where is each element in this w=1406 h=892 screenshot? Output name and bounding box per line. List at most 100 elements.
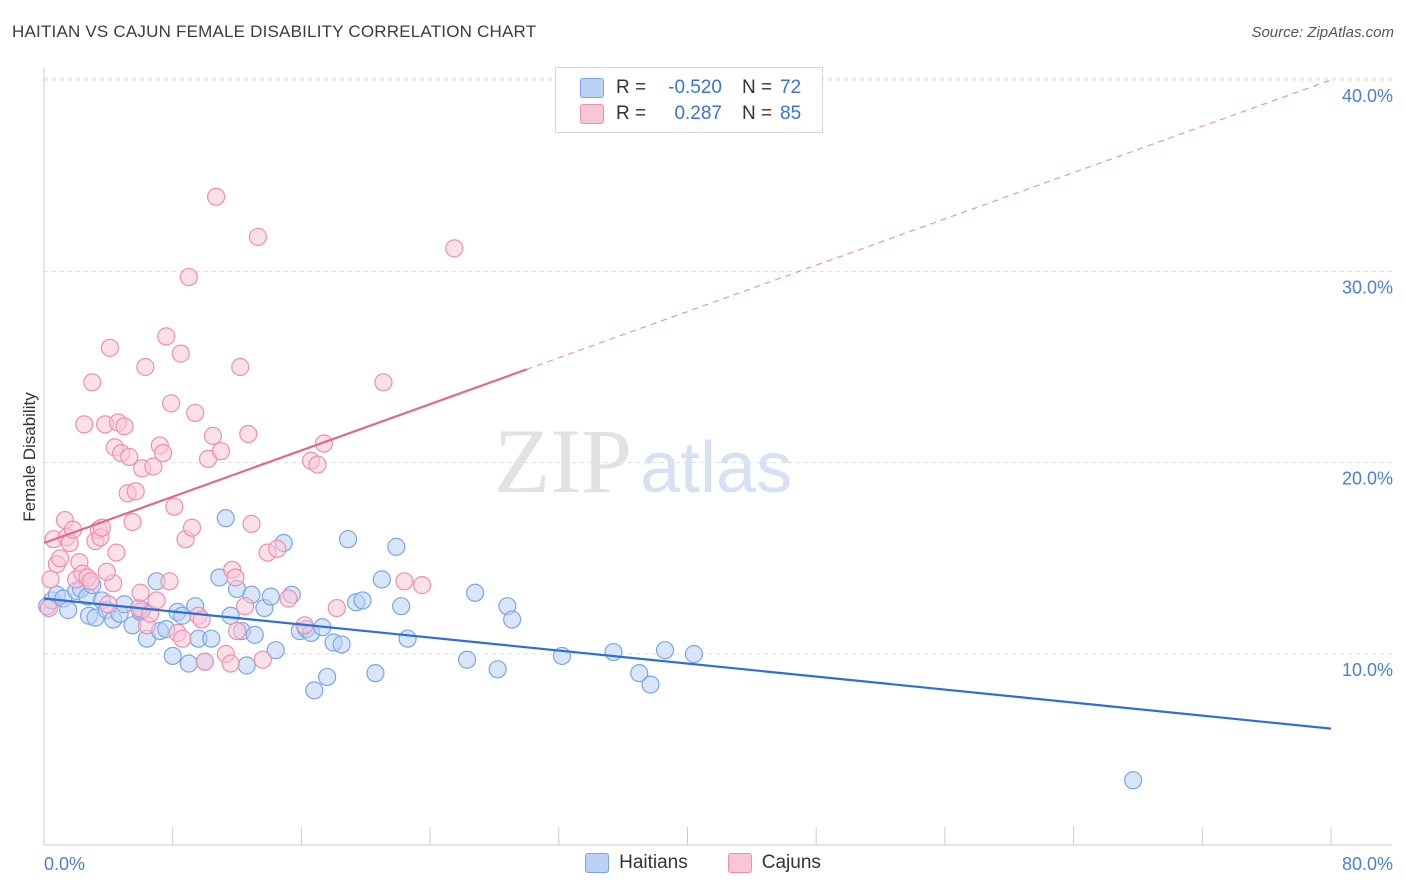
legend-swatch-haitians — [585, 853, 610, 873]
legend-row-cajuns: R = 0.287 N = 85 — [580, 102, 801, 126]
data-point-cajuns — [75, 415, 94, 434]
data-point-cajuns — [374, 373, 393, 392]
y-tick-label: 20.0% — [1342, 469, 1393, 489]
series-cajuns — [39, 187, 464, 673]
y-axis-title: Female Disability — [20, 392, 39, 522]
data-point-cajuns — [221, 654, 240, 673]
x-tick-label: 0.0% — [44, 854, 85, 874]
chart-title: HAITIAN VS CAJUN FEMALE DISABILITY CORRE… — [12, 22, 537, 41]
legend-row-haitians: R = -0.520 N = 72 — [580, 76, 801, 100]
data-point-cajuns — [100, 338, 120, 357]
data-point-cajuns — [153, 444, 173, 463]
data-point-cajuns — [253, 650, 272, 669]
data-point-haitians — [266, 641, 285, 660]
legend-swatch-haitians — [580, 78, 604, 98]
data-point-cajuns — [211, 442, 231, 461]
legend-n-value: 72 — [780, 77, 802, 98]
legend-r-label: R = — [616, 77, 647, 98]
data-point-haitians — [488, 660, 507, 679]
data-point-haitians — [261, 587, 280, 606]
data-point-cajuns — [179, 267, 198, 287]
data-point-cajuns — [268, 539, 287, 558]
legend-r-label: R = — [616, 103, 647, 124]
data-point-cajuns — [144, 457, 163, 476]
data-point-haitians — [684, 644, 704, 664]
data-point-haitians — [458, 650, 477, 669]
data-point-haitians — [398, 629, 417, 648]
data-point-cajuns — [173, 629, 192, 648]
data-point-haitians — [372, 570, 391, 589]
y-tick-label: 30.0% — [1342, 277, 1393, 297]
y-tick-label: 40.0% — [1342, 86, 1393, 106]
data-point-haitians — [655, 641, 675, 660]
data-point-cajuns — [445, 239, 464, 258]
legend-item-haitians[interactable]: Haitians — [585, 852, 688, 874]
trend-lines — [43, 79, 1332, 730]
data-points — [38, 187, 1143, 790]
data-point-cajuns — [327, 598, 346, 618]
data-point-cajuns — [131, 583, 150, 602]
data-point-cajuns — [41, 570, 60, 589]
data-point-haitians — [466, 583, 485, 602]
data-point-cajuns — [83, 373, 102, 392]
data-point-haitians — [338, 530, 358, 549]
trend-line-cajuns — [43, 368, 527, 545]
data-point-cajuns — [227, 621, 247, 641]
data-point-haitians — [1124, 771, 1143, 790]
data-point-cajuns — [231, 357, 250, 377]
data-point-haitians — [641, 675, 660, 694]
y-tick-label: 10.0% — [1342, 660, 1393, 680]
data-point-cajuns — [308, 455, 327, 474]
data-point-cajuns — [207, 187, 226, 206]
legend-n-value: 85 — [780, 103, 802, 124]
data-point-cajuns — [195, 652, 214, 671]
data-point-cajuns — [126, 482, 145, 501]
data-point-cajuns — [147, 591, 166, 610]
data-point-cajuns — [120, 447, 139, 467]
watermark: ZIP atlas — [494, 410, 792, 512]
data-point-cajuns — [161, 394, 181, 413]
data-point-haitians — [179, 654, 198, 673]
legend-r-value: 0.287 — [674, 103, 722, 124]
watermark-zip: ZIP — [494, 410, 632, 512]
legend-n-label: N = — [742, 77, 773, 98]
data-point-cajuns — [242, 514, 261, 533]
legend-swatch-cajuns — [580, 104, 604, 124]
data-point-haitians — [353, 591, 372, 610]
data-point-cajuns — [182, 518, 202, 537]
data-point-haitians — [237, 656, 256, 675]
data-point-haitians — [59, 600, 78, 620]
data-point-cajuns — [107, 543, 126, 562]
data-point-haitians — [332, 635, 351, 654]
legend-item-cajuns[interactable]: Cajuns — [727, 852, 821, 874]
data-point-cajuns — [235, 597, 255, 616]
data-point-cajuns — [39, 598, 58, 618]
data-point-cajuns — [97, 562, 116, 581]
data-point-haitians — [630, 664, 649, 683]
data-point-haitians — [387, 537, 406, 556]
data-point-cajuns — [136, 357, 155, 377]
watermark-atlas: atlas — [640, 428, 792, 508]
legend-swatch-cajuns — [727, 853, 752, 873]
data-point-haitians — [318, 667, 337, 687]
data-point-haitians — [245, 625, 264, 644]
data-point-cajuns — [157, 327, 176, 346]
data-point-cajuns — [115, 417, 134, 436]
legend-r-value: -0.520 — [668, 77, 722, 98]
data-point-cajuns — [395, 572, 414, 591]
legend-label-cajuns: Cajuns — [761, 852, 821, 873]
data-point-cajuns — [81, 572, 100, 591]
data-point-cajuns — [226, 568, 245, 587]
data-point-cajuns — [412, 576, 432, 595]
data-point-cajuns — [50, 549, 70, 568]
data-point-haitians — [216, 509, 235, 528]
axes — [43, 68, 1392, 846]
data-point-cajuns — [239, 424, 258, 444]
legend-n-label: N = — [742, 103, 773, 124]
series-legend: Haitians Cajuns — [0, 852, 1406, 874]
data-point-haitians — [503, 610, 522, 629]
data-point-cajuns — [279, 589, 298, 608]
trend-line-haitians — [43, 597, 1332, 730]
data-point-haitians — [305, 681, 324, 700]
